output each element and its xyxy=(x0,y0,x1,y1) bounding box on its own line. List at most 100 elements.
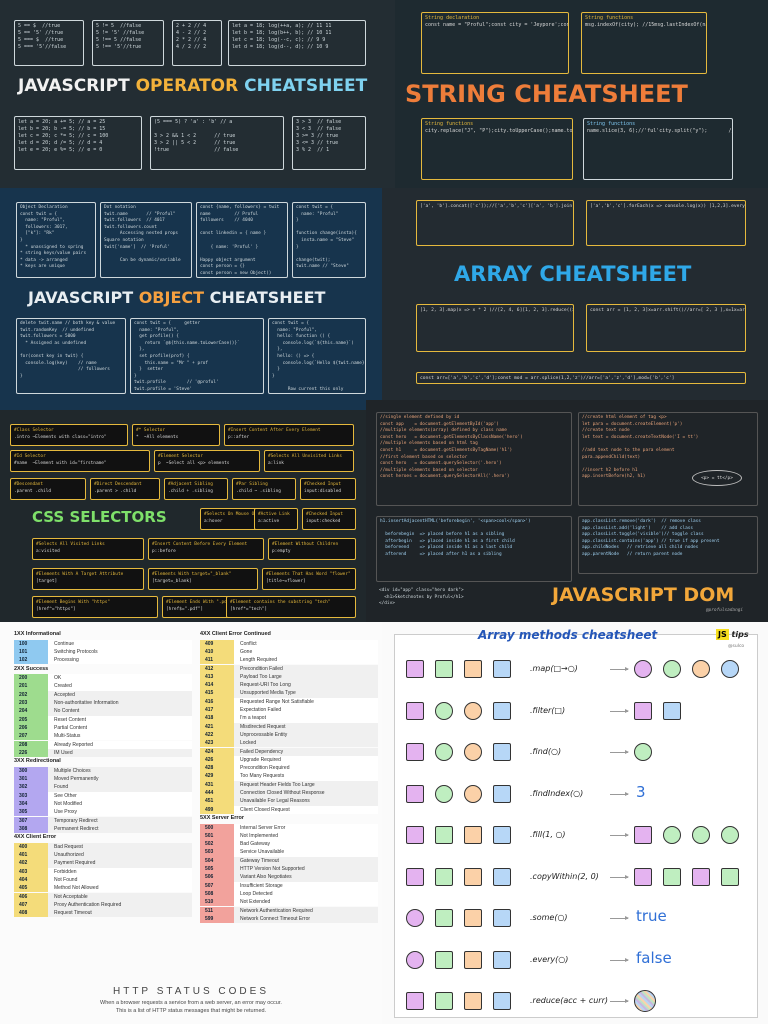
css-selector-name: #Id Selector xyxy=(14,454,46,459)
square-item xyxy=(406,660,424,678)
html-sample: <div id="app" class="hero dark"> <h1>Ske… xyxy=(376,586,506,612)
http-message: Payload Too Large xyxy=(240,673,282,680)
http-code: 416 xyxy=(200,697,234,706)
css-selector-example: a:visited xyxy=(36,549,60,554)
code-line: change(twit); xyxy=(296,257,331,263)
http-status-row: 508 Loop Detected xyxy=(200,889,378,899)
square-item xyxy=(464,992,482,1010)
code-line: const arr = [1, 2, 3] xyxy=(590,308,649,313)
code-line: 3 % 2 // 1 xyxy=(296,147,330,153)
array-method-row: .map(□→○) xyxy=(382,648,762,696)
array-methods-box-2: ['a','b','c'].forEach(x => console.log(x… xyxy=(586,200,746,246)
code-line: } setter xyxy=(134,367,164,373)
css-selector-example: [href*="tech"] xyxy=(230,607,268,612)
css-selector-example: p:empty xyxy=(272,549,291,554)
http-status-row: 207 Multi-Status xyxy=(14,732,192,741)
http-status-row: 101 Switching Protocols xyxy=(14,647,192,657)
operator-title: JAVASCRIPT OPERATOR CHEATSHEET xyxy=(18,76,368,96)
http-message: Unavailable For Legal Reasons xyxy=(240,798,310,805)
http-message: See Other xyxy=(54,792,77,799)
code-line: const msg = `${name} is xyxy=(560,22,568,28)
p-note-ellipse: <p> = tt</p> xyxy=(692,470,742,486)
code-line: const city = 'Jeypore'; xyxy=(491,22,561,28)
http-code: 305 xyxy=(14,808,48,817)
code-line: twit.randomKey // undefined xyxy=(20,327,95,333)
square-item xyxy=(406,826,424,844)
http-status-row: 444 Connection Closed Without Response xyxy=(200,789,378,798)
http-code: 207 xyxy=(14,732,48,741)
code-line: x=arr.shift()//arr=[ 2, 3 ],x=1 xyxy=(648,308,734,313)
code-line: //['Je', 'pore' ] xyxy=(728,128,732,134)
http-code: 302 xyxy=(14,783,48,792)
code-line: get profile() { xyxy=(134,334,179,340)
code-line: 3 > 2 && 1 < 2 // true xyxy=(154,133,236,139)
css-selector-card: #Element Begins With "https" [href^="http… xyxy=(32,596,158,618)
http-code: 500 xyxy=(200,823,234,832)
http-code: 505 xyxy=(200,865,234,874)
http-status-row: 201 Created xyxy=(14,682,192,691)
code-line: let d = 18; log(d--, d); // 10 9 xyxy=(232,44,329,50)
http-status-row: 403 Forbidden xyxy=(14,867,192,876)
http-status-row: 402 Payment Required xyxy=(14,859,192,868)
code-line: let b = 18; log(b++, b); // 10 11 xyxy=(232,30,332,36)
http-message: Not Acceptable xyxy=(54,893,88,900)
operator-cheatsheet-panel: 5 == $ //true 5 == '5' //true 5 === $ //tr… xyxy=(0,0,395,188)
http-code: 501 xyxy=(200,831,234,841)
http-message: Permanent Redirect xyxy=(54,825,99,832)
http-code: 304 xyxy=(14,799,48,809)
css-selector-name: #Selects All Visited Links xyxy=(36,542,105,547)
css-selectors-panel: #Class Selector .intro ~Elements with cla… xyxy=(0,410,366,622)
code-line: city.split("y"); xyxy=(659,128,708,134)
http-code: 426 xyxy=(200,755,234,765)
code-line: (5 === 5) ? 'a' : 'b' // a xyxy=(154,119,233,125)
code-line: let a = 20; a += 5; // a = 25 xyxy=(18,119,106,125)
dot-notation-box: Dot notation twit.name // "Proful" twit.fo… xyxy=(100,202,192,278)
css-selector-card: #Par Sibling .child ~ .sibling xyxy=(232,478,296,500)
code-line: const {name, followers} = twit xyxy=(200,205,280,210)
http-code: 206 xyxy=(14,723,48,733)
code-line: x=arr.unshift(9)//arr=[ 9,1,2,3],x=4 xyxy=(733,308,745,313)
code-line: console.log(key) // name xyxy=(20,360,97,366)
http-status-row: 418 I'm a teapot xyxy=(200,714,378,723)
circle-item xyxy=(464,784,482,803)
css-selector-example: input:checked xyxy=(306,519,341,524)
http-message: Temporary Redirect xyxy=(54,817,98,824)
code-line: 3 >= 3 // true xyxy=(296,133,339,139)
code-line: app.classList.toggle('visible')// toggle… xyxy=(582,532,704,538)
css-selector-example: [target=_blank] xyxy=(152,579,192,584)
circle-item xyxy=(692,826,710,844)
http-code: 101 xyxy=(14,647,48,657)
http-code: 431 xyxy=(200,780,234,789)
arrow-icon xyxy=(610,750,629,754)
http-status-row: 413 Payload Too Large xyxy=(200,672,378,682)
code-line: let d = 20; d /= 5; // d = 4 xyxy=(18,140,103,146)
code-line: twit.followers = 5000 xyxy=(20,334,76,340)
code-line: 5 === '5'//false xyxy=(18,44,67,50)
code-line: ['a', 'b'].concat(['c']);//['a','b','c'] xyxy=(420,204,531,209)
http-code: 424 xyxy=(200,747,234,756)
dom-handle: @profulsadangi xyxy=(706,608,744,613)
http-code: 301 xyxy=(14,775,48,784)
http-group-heading: 4XX Client Error xyxy=(14,834,57,841)
method-label: .findIndex(○) xyxy=(530,788,584,798)
code-line: ['a','b','c'].forEach(x => console.log(x… xyxy=(590,204,707,209)
code-line: } xyxy=(296,244,299,250)
css-selector-name: #Insert Content Before Every Element xyxy=(152,542,248,547)
code-line: delete twit.name // both key & value xyxy=(20,321,116,326)
http-status-row: 499 Client Closed Request xyxy=(200,805,378,814)
http-code: 100 xyxy=(14,639,48,648)
http-status-row: 208 Already Reported xyxy=(14,740,192,749)
code-line: Row current this only xyxy=(272,386,344,392)
http-message: Already Reported xyxy=(54,741,93,748)
circle-item xyxy=(663,660,681,678)
http-code: 421 xyxy=(200,722,234,731)
square-item xyxy=(406,701,424,720)
string-cheatsheet-panel: String declaration const name = "Proful";… xyxy=(395,0,768,188)
square-item xyxy=(435,826,453,844)
method-result: 3 xyxy=(636,782,646,801)
css-selector-name: #Par Sibling xyxy=(236,482,268,487)
circle-item xyxy=(721,826,739,844)
code-line: const person = {} xyxy=(200,264,245,270)
http-code: 201 xyxy=(14,682,48,691)
css-title: CSS SELECTORS xyxy=(32,508,167,526)
